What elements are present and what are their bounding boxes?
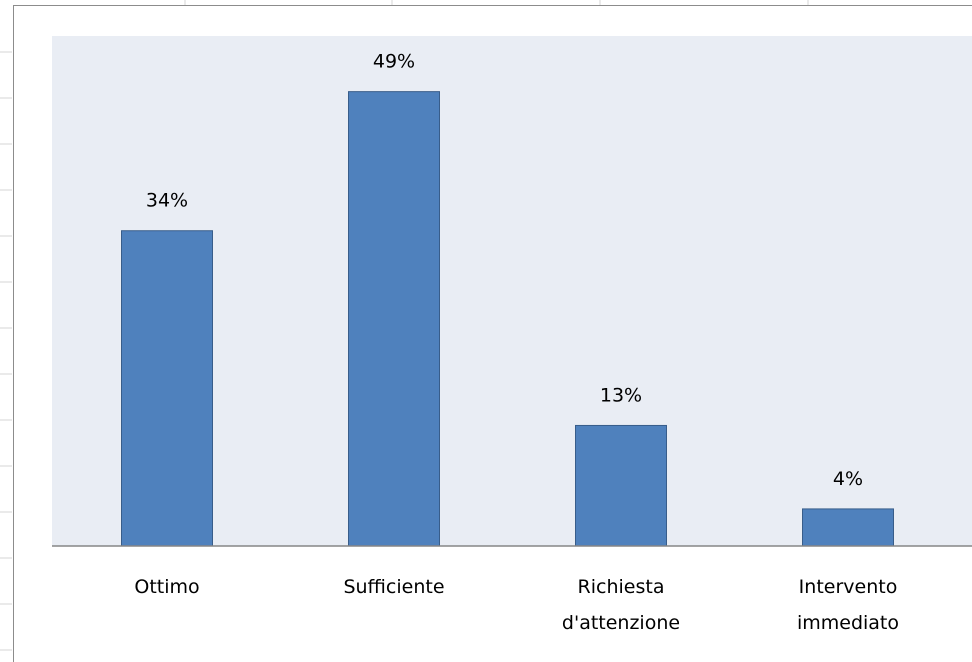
- category-label-line: immediato: [797, 612, 899, 634]
- chart-frame[interactable]: 34% Ottimo 49% Sufficiente 13% Richiesta d'att…: [13, 5, 972, 662]
- category-label: Ottimo: [134, 576, 199, 598]
- bar-chart: 34% Ottimo 49% Sufficiente 13% Richiesta d'att…: [52, 36, 972, 634]
- category-label: Sufficiente: [343, 576, 444, 598]
- category-label: Intervento immediato: [797, 576, 899, 634]
- category-label-line: d'attenzione: [562, 612, 680, 634]
- data-label: 13%: [600, 384, 642, 406]
- data-label: 34%: [146, 190, 188, 212]
- bar[interactable]: [121, 230, 213, 547]
- bar[interactable]: [348, 91, 440, 547]
- category-label-line: Ottimo: [134, 576, 199, 598]
- bar[interactable]: [802, 508, 894, 547]
- bar[interactable]: [575, 424, 667, 547]
- category-label-line: Sufficiente: [343, 576, 444, 598]
- category-label-line: Intervento: [799, 576, 898, 598]
- category-label-line: Richiesta: [578, 576, 665, 598]
- data-label: 4%: [833, 468, 863, 490]
- category-label: Richiesta d'attenzione: [562, 576, 680, 634]
- data-label: 49%: [373, 51, 415, 73]
